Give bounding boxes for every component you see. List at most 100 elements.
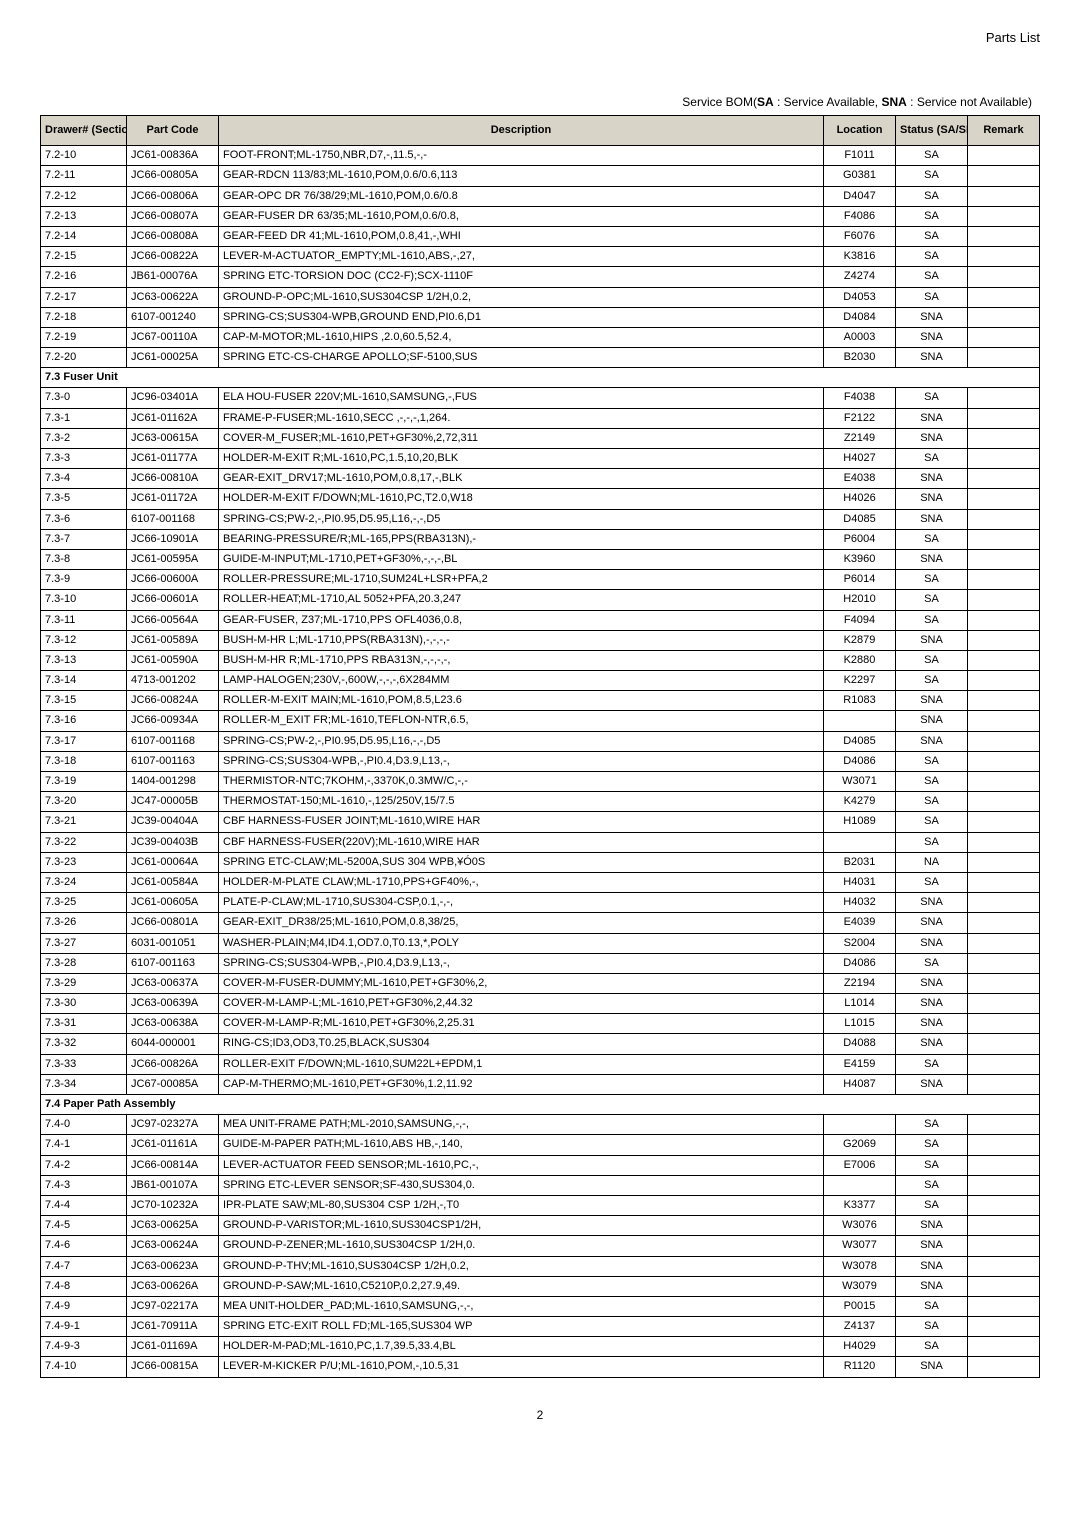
cell-drawer: 7.4-3: [41, 1175, 127, 1195]
table-row: 7.3-21JC39-00404ACBF HARNESS-FUSER JOINT…: [41, 812, 1040, 832]
cell-remark: [968, 711, 1040, 731]
cell-drawer: 7.3-4: [41, 469, 127, 489]
cell-location: W3076: [824, 1216, 896, 1236]
cell-drawer: 7.3-26: [41, 913, 127, 933]
cell-drawer: 7.3-9: [41, 570, 127, 590]
section-title: 7.4 Paper Path Assembly: [41, 1095, 1040, 1115]
cell-desc: FRAME-P-FUSER;ML-1610,SECC ,-,-,-,1,264.: [219, 408, 824, 428]
cell-drawer: 7.2-20: [41, 348, 127, 368]
cell-status: NA: [896, 852, 968, 872]
cell-location: F1011: [824, 146, 896, 166]
table-row: 7.4-8JC63-00626AGROUND-P-SAW;ML-1610,C52…: [41, 1276, 1040, 1296]
cell-remark: [968, 1135, 1040, 1155]
col-desc: Description: [219, 116, 824, 146]
cell-desc: CAP-M-MOTOR;ML-1610,HIPS ,2.0,60.5,52.4,: [219, 327, 824, 347]
cell-remark: [968, 832, 1040, 852]
cell-desc: GROUND-P-ZENER;ML-1610,SUS304CSP 1/2H,0.: [219, 1236, 824, 1256]
cell-status: SA: [896, 1296, 968, 1316]
cell-desc: ROLLER-EXIT F/DOWN;ML-1610,SUM22L+EPDM,1: [219, 1054, 824, 1074]
cell-remark: [968, 267, 1040, 287]
cell-desc: COVER-M_FUSER;ML-1610,PET+GF30%,2,72,311: [219, 428, 824, 448]
table-row: 7.3-33JC66-00826AROLLER-EXIT F/DOWN;ML-1…: [41, 1054, 1040, 1074]
cell-drawer: 7.3-5: [41, 489, 127, 509]
cell-remark: [968, 287, 1040, 307]
cell-status: SA: [896, 590, 968, 610]
cell-status: SNA: [896, 1034, 968, 1054]
table-row: 7.3-286107-001163SPRING-CS;SUS304-WPB,-,…: [41, 953, 1040, 973]
cell-status: SA: [896, 388, 968, 408]
table-row: 7.4-2JC66-00814ALEVER-ACTUATOR FEED SENS…: [41, 1155, 1040, 1175]
cell-part: JC61-01169A: [127, 1337, 219, 1357]
cell-remark: [968, 388, 1040, 408]
cell-part: JC66-00600A: [127, 570, 219, 590]
table-row: 7.3-326044-000001RING-CS;ID3,OD3,T0.25,B…: [41, 1034, 1040, 1054]
cell-desc: LEVER-M-ACTUATOR_EMPTY;ML-1610,ABS,-,27,: [219, 247, 824, 267]
cell-status: SA: [896, 751, 968, 771]
cell-location: D4086: [824, 953, 896, 973]
cell-part: JC61-00595A: [127, 549, 219, 569]
cell-drawer: 7.3-6: [41, 509, 127, 529]
cell-part: JC61-00025A: [127, 348, 219, 368]
cell-part: JC97-02217A: [127, 1296, 219, 1316]
cell-location: E7006: [824, 1155, 896, 1175]
cell-drawer: 7.3-7: [41, 529, 127, 549]
cell-location: A0003: [824, 327, 896, 347]
cell-desc: THERMISTOR-NTC;7KOHM,-,3370K,0.3MW/C,-,-: [219, 772, 824, 792]
cell-part: JC66-00601A: [127, 590, 219, 610]
cell-part: 6107-001240: [127, 307, 219, 327]
table-row: 7.3-0JC96-03401AELA HOU-FUSER 220V;ML-16…: [41, 388, 1040, 408]
table-row: 7.3-15JC66-00824AROLLER-M-EXIT MAIN;ML-1…: [41, 691, 1040, 711]
cell-drawer: 7.3-21: [41, 812, 127, 832]
cell-drawer: 7.3-17: [41, 731, 127, 751]
cell-drawer: 7.4-9-3: [41, 1337, 127, 1357]
table-row: 7.2-11JC66-00805AGEAR-RDCN 113/83;ML-161…: [41, 166, 1040, 186]
cell-remark: [968, 973, 1040, 993]
cell-drawer: 7.4-0: [41, 1115, 127, 1135]
cell-remark: [968, 509, 1040, 529]
cell-part: JC63-00638A: [127, 1014, 219, 1034]
cell-desc: BEARING-PRESSURE/R;ML-165,PPS(RBA313N),-: [219, 529, 824, 549]
cell-desc: MEA UNIT-HOLDER_PAD;ML-1610,SAMSUNG,-,-,: [219, 1296, 824, 1316]
cell-status: SNA: [896, 549, 968, 569]
cell-status: SA: [896, 1054, 968, 1074]
cell-drawer: 7.3-13: [41, 650, 127, 670]
table-row: 7.3-29JC63-00637ACOVER-M-FUSER-DUMMY;ML-…: [41, 973, 1040, 993]
cell-drawer: 7.3-30: [41, 994, 127, 1014]
cell-location: D4053: [824, 287, 896, 307]
cell-remark: [968, 751, 1040, 771]
cell-drawer: 7.2-13: [41, 206, 127, 226]
table-row: 7.3-3JC61-01177AHOLDER-M-EXIT R;ML-1610,…: [41, 449, 1040, 469]
cell-location: L1015: [824, 1014, 896, 1034]
cell-drawer: 7.3-12: [41, 630, 127, 650]
col-remark: Remark: [968, 116, 1040, 146]
cell-location: F4094: [824, 610, 896, 630]
cell-location: H4027: [824, 449, 896, 469]
cell-remark: [968, 1296, 1040, 1316]
cell-drawer: 7.3-8: [41, 549, 127, 569]
table-row: 7.2-186107-001240SPRING-CS;SUS304-WPB,GR…: [41, 307, 1040, 327]
cell-drawer: 7.2-18: [41, 307, 127, 327]
cell-remark: [968, 428, 1040, 448]
cell-drawer: 7.3-20: [41, 792, 127, 812]
cell-status: SA: [896, 1155, 968, 1175]
col-part: Part Code: [127, 116, 219, 146]
table-row: 7.2-19JC67-00110ACAP-M-MOTOR;ML-1610,HIP…: [41, 327, 1040, 347]
cell-location: [824, 711, 896, 731]
cell-location: H4026: [824, 489, 896, 509]
cell-location: Z4274: [824, 267, 896, 287]
cell-location: F4038: [824, 388, 896, 408]
cell-desc: SPRING ETC-CS-CHARGE APOLLO;SF-5100,SUS: [219, 348, 824, 368]
cell-location: H1089: [824, 812, 896, 832]
cell-desc: SPRING-CS;SUS304-WPB,-,PI0.4,D3.9,L13,-,: [219, 751, 824, 771]
cell-remark: [968, 953, 1040, 973]
table-body: 7.2-10JC61-00836AFOOT-FRONT;ML-1750,NBR,…: [41, 146, 1040, 1377]
cell-remark: [968, 408, 1040, 428]
cell-location: D4084: [824, 307, 896, 327]
cell-part: JC67-00085A: [127, 1074, 219, 1094]
table-row: 7.3-25JC61-00605APLATE-P-CLAW;ML-1710,SU…: [41, 893, 1040, 913]
cell-remark: [968, 1256, 1040, 1276]
cell-drawer: 7.3-3: [41, 449, 127, 469]
cell-desc: GUIDE-M-INPUT;ML-1710,PET+GF30%,-,-,-,BL: [219, 549, 824, 569]
cell-status: SNA: [896, 933, 968, 953]
cell-remark: [968, 307, 1040, 327]
